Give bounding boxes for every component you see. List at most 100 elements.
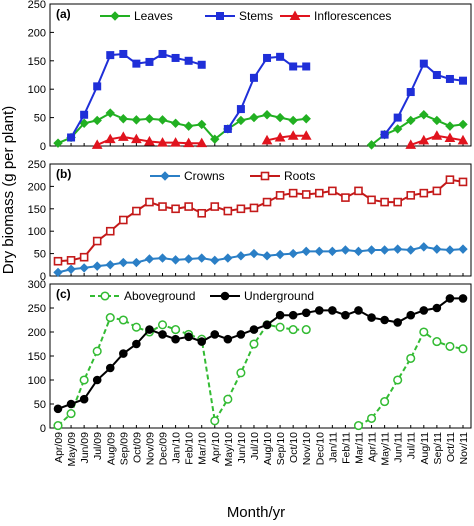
x-tick-label: Feb/10	[184, 432, 196, 465]
point-stems	[263, 53, 272, 62]
legend-item-inflorescences: Inflorescences	[280, 9, 391, 23]
point-roots	[301, 190, 311, 199]
point-crowns	[157, 253, 168, 263]
point-underground	[262, 320, 272, 330]
y-axis-label: Dry biomass (g per plant)	[0, 106, 17, 274]
point-leaves	[236, 115, 246, 126]
x-tick-label: Dec/09	[158, 432, 170, 465]
x-tick-label: Apr/11	[367, 432, 379, 462]
point-stems	[158, 49, 167, 58]
point-roots	[458, 177, 468, 187]
point-roots	[66, 256, 76, 265]
point-aboveground	[66, 409, 76, 419]
point-crowns	[353, 246, 364, 257]
point-aboveground	[458, 344, 468, 354]
point-aboveground	[301, 325, 311, 335]
point-stems	[80, 110, 89, 119]
point-crowns	[236, 251, 246, 261]
panel-label: (c)	[56, 287, 71, 301]
x-tick-label: Apr/10	[210, 432, 222, 463]
x-tick-label: Sep/09	[118, 432, 130, 465]
y-tick-label: 50	[34, 399, 46, 411]
x-tick-label: Jun/10	[236, 432, 248, 464]
point-underground	[419, 306, 429, 315]
point-underground	[132, 339, 141, 349]
point-crowns	[144, 254, 155, 264]
point-stems	[393, 113, 402, 122]
x-tick-label: Oct/11	[445, 432, 457, 462]
panel-1: 0 50 100 150 200 250 (a) Leaves Stems Inflorescen…	[28, 0, 472, 153]
point-crowns	[92, 261, 102, 271]
point-roots	[158, 202, 167, 211]
point-aboveground	[171, 325, 181, 335]
legend-item-stems: Stems	[205, 9, 273, 23]
x-tick-label: Mar/11	[353, 432, 365, 464]
point-stems	[236, 105, 245, 114]
point-underground	[367, 313, 376, 322]
point-inflorescences	[457, 134, 469, 145]
point-aboveground	[353, 421, 364, 431]
point-aboveground	[79, 375, 89, 385]
point-crowns	[66, 264, 76, 274]
point-leaves	[79, 118, 89, 128]
point-roots	[380, 197, 389, 207]
point-inflorescences	[287, 130, 299, 140]
series-line-underground	[57, 297, 463, 410]
point-crowns	[262, 251, 272, 261]
point-roots	[262, 197, 272, 207]
point-crowns	[131, 257, 142, 268]
point-leaves	[262, 110, 272, 120]
x-tick-label: Apr/09	[53, 432, 65, 463]
panel-3: 0 50 100 150 200 250 300 (c) Aboveground Undergro…	[28, 279, 472, 435]
x-tick-label: Jul/11	[406, 432, 418, 459]
legend-marker	[289, 10, 301, 20]
point-underground	[275, 310, 285, 320]
x-tick-label: Aug/11	[419, 432, 431, 465]
point-leaves	[53, 138, 63, 148]
point-stems	[145, 57, 154, 66]
point-crowns	[419, 242, 429, 252]
legend-marker	[260, 171, 270, 181]
point-roots	[419, 188, 429, 198]
y-tick-label: 300	[28, 279, 46, 291]
point-stems	[132, 59, 141, 68]
point-crowns	[275, 249, 285, 260]
y-tick-label: 200	[28, 181, 46, 193]
point-aboveground	[419, 327, 429, 337]
point-aboveground	[131, 322, 141, 332]
x-tick-label: Feb/11	[340, 432, 352, 464]
point-stems	[432, 71, 441, 79]
point-roots	[341, 193, 350, 202]
point-leaves	[144, 114, 155, 124]
point-stems	[249, 73, 258, 82]
legend-marker	[110, 11, 120, 21]
y-tick-label: 0	[40, 141, 46, 153]
point-roots	[328, 186, 337, 196]
plot-frame	[49, 163, 472, 277]
series-leaves	[53, 108, 468, 150]
point-crowns	[406, 245, 416, 255]
panel-label: (b)	[56, 167, 71, 181]
point-leaves	[131, 115, 142, 125]
point-roots	[236, 204, 246, 214]
y-tick-label: 50	[34, 249, 46, 261]
y-tick-label: 250	[28, 0, 46, 11]
point-aboveground	[393, 375, 403, 385]
point-inflorescences	[144, 135, 155, 146]
x-tick-label: Mar/10	[197, 432, 209, 465]
point-leaves	[406, 115, 416, 126]
y-tick-label: 100	[28, 375, 46, 387]
point-roots	[314, 188, 324, 198]
x-tick-label: Jan/11	[327, 432, 339, 463]
point-underground	[105, 363, 115, 373]
point-underground	[288, 310, 298, 320]
point-underground	[328, 306, 337, 315]
point-underground	[432, 303, 442, 313]
point-roots	[432, 186, 442, 196]
series-line-aboveground	[57, 316, 307, 427]
point-underground	[92, 375, 102, 385]
point-underground	[301, 308, 311, 318]
point-aboveground	[53, 421, 63, 431]
point-crowns	[197, 253, 207, 263]
